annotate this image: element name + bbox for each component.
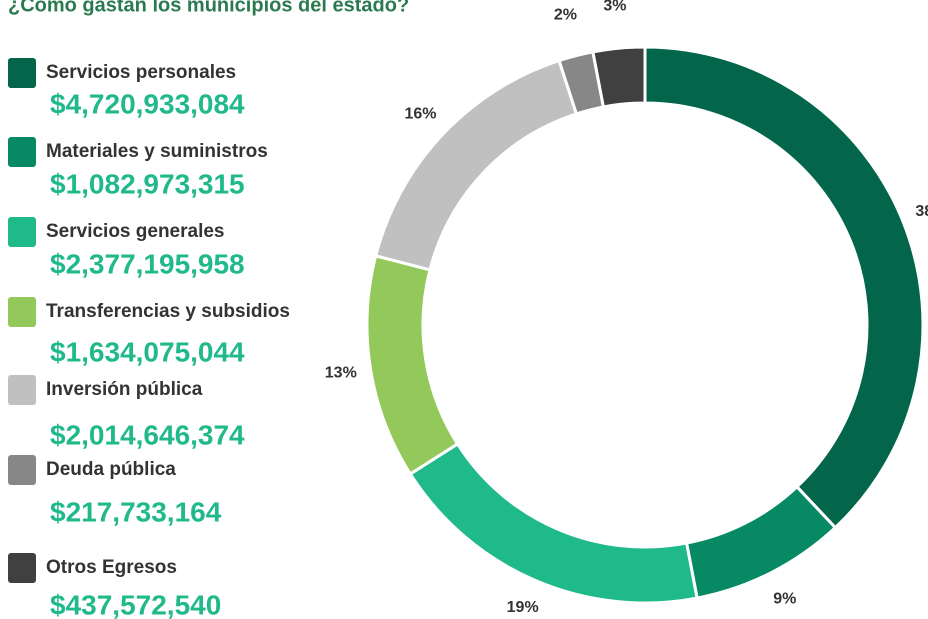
legend-swatch	[8, 297, 36, 327]
data-label: 3%	[603, 0, 626, 15]
slice	[684, 484, 838, 600]
legend-label: Otros Egresos	[46, 557, 177, 578]
legend-amount: $1,634,075,044	[50, 336, 245, 367]
legend-swatch	[8, 217, 36, 247]
data-label: 38%	[915, 203, 928, 220]
legend-label: Deuda pública	[46, 459, 176, 480]
legend-swatch	[8, 455, 36, 485]
data-label: 2%	[554, 6, 577, 23]
slice	[373, 58, 579, 272]
legend-label: Servicios generales	[46, 221, 225, 242]
legend-swatch	[8, 58, 36, 88]
legend-amount: $1,082,973,315	[50, 168, 245, 199]
data-label: 9%	[773, 591, 796, 608]
slice	[408, 441, 699, 605]
legend-label: Transferencias y subsidios	[46, 301, 290, 322]
legend-label: Inversión pública	[46, 379, 203, 400]
legend-amount: $2,377,195,958	[50, 248, 245, 279]
slice	[365, 254, 460, 477]
data-label: 19%	[507, 599, 539, 616]
chart-title: ¿Cómo gastan los municipios del estado?	[8, 0, 409, 16]
slice	[591, 45, 647, 109]
legend-swatch	[8, 375, 36, 405]
legend-amount: $2,014,646,374	[50, 419, 245, 450]
legend-label: Materiales y suministros	[46, 141, 268, 162]
slice	[643, 45, 925, 530]
legend-amount: $4,720,933,084	[50, 88, 245, 119]
data-label: 13%	[325, 364, 357, 381]
legend-amount: $437,572,540	[50, 589, 221, 619]
legend-amount: $217,733,164	[50, 496, 222, 527]
data-label: 16%	[404, 105, 436, 122]
legend-swatch	[8, 137, 36, 167]
legend-label: Servicios personales	[46, 62, 236, 83]
legend-swatch	[8, 553, 36, 583]
